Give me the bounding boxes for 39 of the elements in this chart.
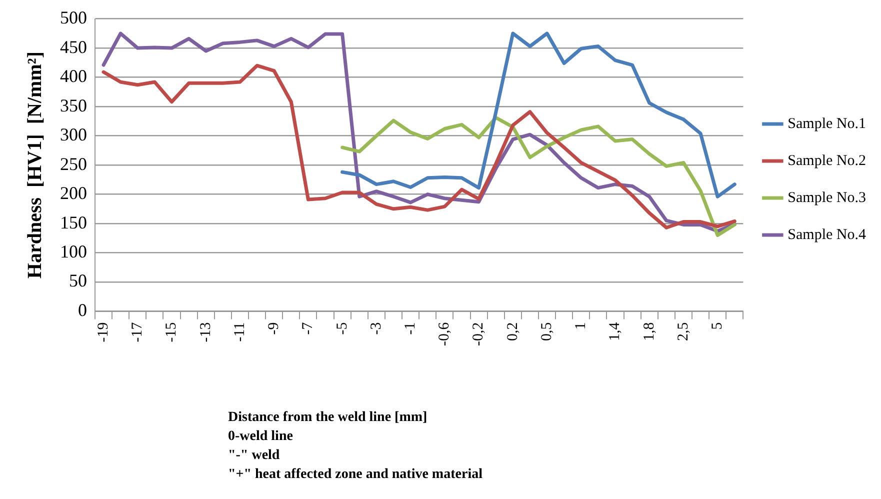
y-axis-title: Hardness [HV1] [N/mm²]: [24, 51, 46, 279]
y-tick-label: 400: [60, 66, 87, 86]
legend-label: Sample No.1: [788, 116, 866, 132]
text: 0-weld line: [228, 428, 294, 446]
x-tick-label: -15: [164, 322, 180, 342]
y-tick-label: 150: [60, 212, 87, 232]
text: "-" weld: [228, 447, 281, 465]
x-tick-label: -5: [334, 322, 350, 335]
x-tick-label: 2,5: [675, 322, 692, 342]
x-tick-label: -1: [402, 322, 418, 335]
y-tick-label: 100: [60, 242, 87, 262]
x-tick-label: -13: [198, 322, 214, 342]
x-tick-label: -0,6: [436, 322, 453, 346]
legend-label: Sample No.2: [788, 152, 866, 169]
y-tick-label: 250: [60, 154, 87, 174]
x-axis-title: Distance from the weld line [mm]: [228, 409, 428, 427]
y-tick-label: 50: [69, 270, 87, 291]
text: "+" heat affected zone and native material: [228, 466, 482, 484]
x-tick-label: 1: [573, 322, 590, 330]
x-tick-label: -11: [232, 322, 248, 342]
legend-label: Sample No.3: [788, 190, 866, 206]
y-tick-label: 300: [60, 124, 87, 145]
x-tick-label: -3: [368, 322, 384, 335]
y-tick-label: 200: [60, 183, 87, 204]
y-tick-label: 0: [78, 300, 87, 320]
x-tick-label: 1,4: [607, 322, 624, 342]
x-tick-label: 0,5: [538, 322, 555, 342]
x-tick-label: -17: [130, 322, 146, 342]
x-tick-label: -9: [266, 322, 282, 335]
x-tick-label: 0,2: [504, 322, 521, 342]
x-tick-label: -19: [95, 322, 112, 342]
y-tick-label: 350: [60, 95, 87, 116]
y-tick-label: 450: [60, 36, 87, 57]
x-tick-label: -0,2: [470, 322, 487, 346]
legend-label: Sample No.4: [788, 226, 866, 243]
y-tick-label: 500: [60, 8, 87, 28]
x-tick-label: 5: [710, 322, 726, 330]
x-tick-label: -7: [300, 322, 316, 335]
x-tick-label: 1,8: [641, 322, 658, 342]
